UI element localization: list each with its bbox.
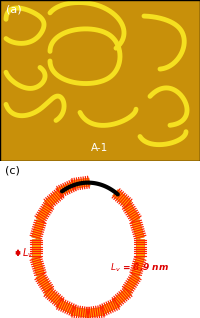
Polygon shape [45, 190, 63, 208]
Polygon shape [32, 239, 40, 257]
Polygon shape [71, 178, 90, 189]
Polygon shape [132, 256, 144, 276]
Polygon shape [71, 307, 90, 318]
Polygon shape [57, 300, 76, 315]
Polygon shape [32, 220, 44, 239]
Polygon shape [57, 181, 76, 196]
Polygon shape [36, 273, 52, 293]
Polygon shape [45, 288, 63, 306]
Polygon shape [32, 256, 44, 276]
Text: A-1: A-1 [91, 142, 109, 153]
Text: $L_v$ = 8.9 nm: $L_v$ = 8.9 nm [110, 262, 169, 274]
Polygon shape [132, 220, 144, 239]
Text: (c): (c) [5, 166, 20, 176]
Bar [0, 161, 200, 198]
Polygon shape [86, 307, 105, 318]
Polygon shape [113, 190, 131, 208]
Polygon shape [124, 203, 140, 222]
Polygon shape [136, 239, 144, 257]
Polygon shape [113, 288, 131, 306]
Polygon shape [36, 203, 52, 222]
Polygon shape [124, 273, 140, 293]
Text: (a): (a) [6, 5, 22, 15]
Polygon shape [100, 300, 119, 315]
Text: $L_v$: $L_v$ [22, 246, 34, 260]
